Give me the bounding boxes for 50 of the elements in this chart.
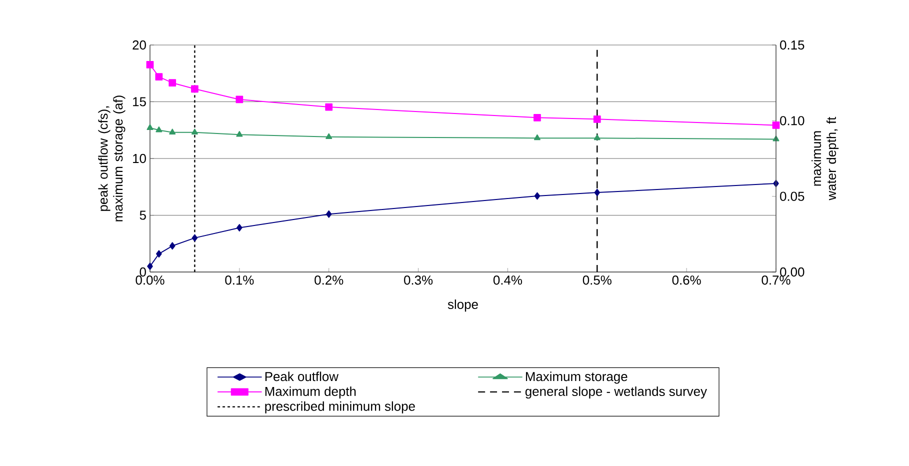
point <box>534 114 541 122</box>
legend-label: prescribed minimum slope <box>265 401 415 414</box>
x-tick-label: 0.4% <box>493 276 522 285</box>
point <box>146 60 154 68</box>
point <box>168 79 176 87</box>
point <box>534 134 540 140</box>
point <box>325 103 333 111</box>
y-tick-label: 15 <box>133 97 146 106</box>
point <box>326 133 332 140</box>
y2-tick-label: 0.10 <box>780 116 804 126</box>
point <box>156 250 162 258</box>
point <box>155 73 163 80</box>
point <box>191 128 198 134</box>
point <box>594 188 600 196</box>
point <box>191 85 198 93</box>
y2-tick-label: 0.05 <box>780 192 804 201</box>
legend-label: Peak outflow <box>265 372 339 382</box>
point <box>594 134 600 140</box>
y2-axis-title: maximum water depth, ft <box>812 116 839 200</box>
point <box>169 128 176 134</box>
point <box>147 262 153 270</box>
point <box>534 192 540 200</box>
legend-label: general slope - wetlands survey <box>525 386 707 399</box>
legend-label: Maximum depth <box>265 386 356 399</box>
point <box>236 96 244 104</box>
x-tick-label: 0.0% <box>136 276 164 285</box>
y-tick-label: 10 <box>133 154 146 164</box>
point <box>593 115 601 123</box>
y-tick-label: 20 <box>132 40 146 50</box>
x-tick-label: 0.7% <box>762 276 790 285</box>
x-tick-label: 0.5% <box>582 276 612 285</box>
point <box>326 210 332 218</box>
x-axis-title: slope <box>448 299 478 312</box>
point <box>169 242 176 250</box>
y-tick-label: 5 <box>140 210 146 220</box>
x-tick-label: 0.3% <box>404 276 433 285</box>
y-tick-label: 0 <box>140 267 146 277</box>
y-axis-title: peak outflow (cfs), maximum storage (af) <box>98 96 126 222</box>
x-tick-label: 0.6% <box>672 276 701 285</box>
point <box>146 124 154 130</box>
point <box>192 234 198 242</box>
point <box>236 130 243 137</box>
point <box>772 122 780 129</box>
y2-tick-label: 0.15 <box>780 40 804 50</box>
x-tick-label: 0.2% <box>314 276 344 285</box>
point <box>156 126 162 132</box>
y2-tick-label: 0.00 <box>780 267 804 277</box>
legend-label: Maximum storage <box>526 372 628 384</box>
point <box>236 224 242 232</box>
x-tick-label: 0.1% <box>225 276 254 285</box>
